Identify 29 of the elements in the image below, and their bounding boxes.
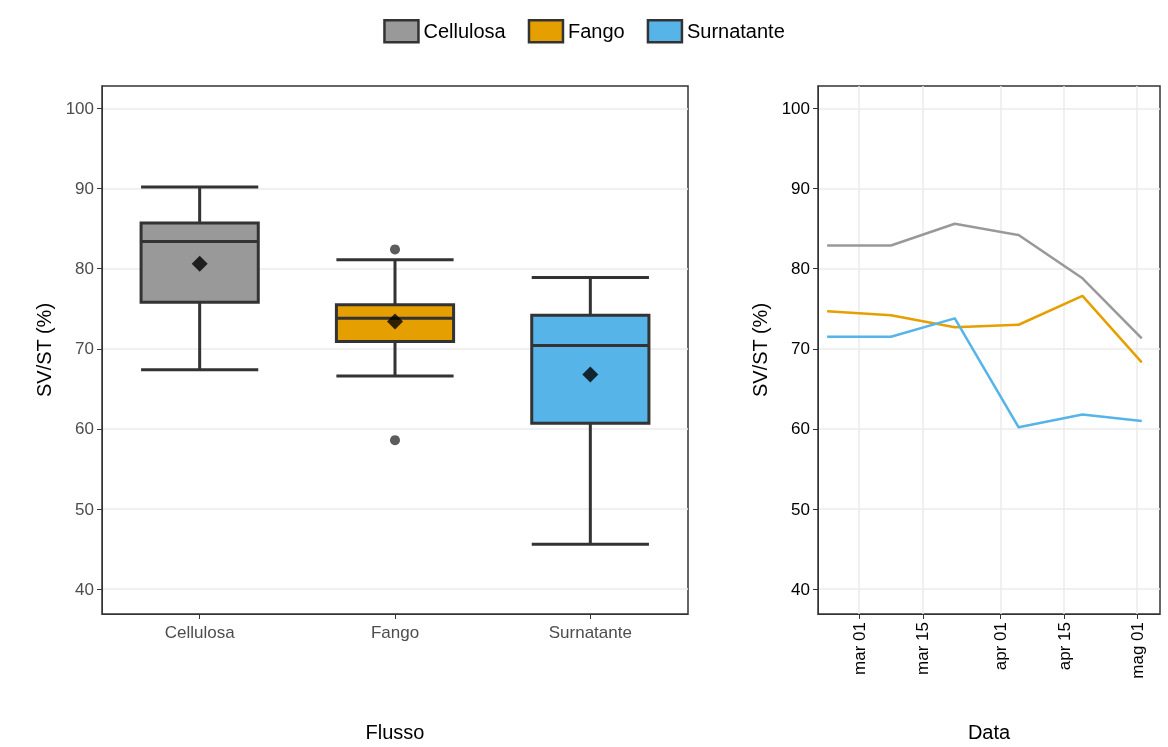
x-tick-label: mar 01 xyxy=(849,622,869,675)
y-tick-label: 50 xyxy=(75,499,94,519)
y-tick-label: 60 xyxy=(791,419,810,439)
y-axis-title: SV/ST (%) xyxy=(33,302,55,398)
y-tick-label: 90 xyxy=(791,179,810,199)
legend-label: Cellulosa xyxy=(423,20,507,43)
x-tick-label: Cellulosa xyxy=(164,623,236,642)
y-tick-label: 50 xyxy=(791,499,810,519)
x-tick-label: mag 01 xyxy=(1127,622,1147,679)
x-tick-label: Surnatante xyxy=(548,623,632,642)
y-tick-label: 70 xyxy=(75,339,94,359)
x-tick-label: Fango xyxy=(370,623,420,642)
y-tick-label: 90 xyxy=(75,179,94,199)
x-axis-title: Data xyxy=(967,721,1011,743)
x-tick-label: apr 01 xyxy=(990,622,1010,671)
legend-label: Surnatante xyxy=(686,20,785,43)
x-tick-label: mar 15 xyxy=(913,622,933,675)
y-tick-label: 100 xyxy=(781,98,810,118)
x-axis-title: Flusso xyxy=(365,721,425,743)
y-axis-title: SV/ST (%) xyxy=(749,302,771,398)
y-tick-label: 40 xyxy=(75,579,94,599)
x-tick-label: apr 15 xyxy=(1054,622,1074,671)
y-tick-label: 80 xyxy=(75,259,94,279)
legend-label: Fango xyxy=(567,20,625,43)
y-tick-label: 80 xyxy=(791,259,810,279)
y-tick-label: 100 xyxy=(65,98,94,118)
y-tick-label: 70 xyxy=(791,339,810,359)
y-tick-label: 40 xyxy=(791,579,810,599)
y-tick-label: 60 xyxy=(75,419,94,439)
